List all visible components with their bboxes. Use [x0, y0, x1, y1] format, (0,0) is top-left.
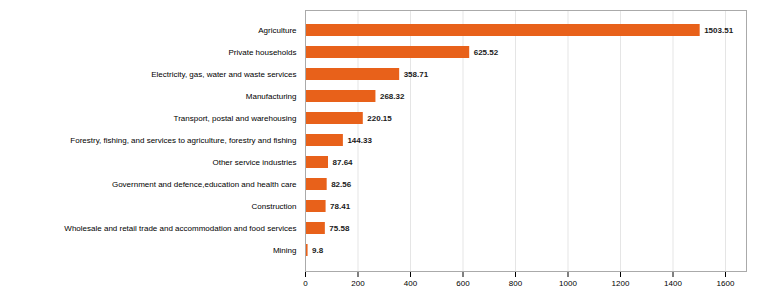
svg-text:144.33: 144.33 — [347, 136, 372, 145]
svg-text:200: 200 — [351, 279, 365, 288]
svg-text:Forestry, fishing, and service: Forestry, fishing, and services to agric… — [70, 136, 296, 145]
svg-text:78.41: 78.41 — [330, 202, 351, 211]
svg-text:1503.51: 1503.51 — [704, 26, 733, 35]
svg-text:625.52: 625.52 — [474, 48, 499, 57]
svg-text:Agriculture: Agriculture — [258, 26, 297, 35]
svg-text:82.56: 82.56 — [331, 180, 352, 189]
svg-text:0: 0 — [303, 279, 308, 288]
svg-text:1600: 1600 — [717, 279, 735, 288]
svg-text:800: 800 — [509, 279, 523, 288]
svg-text:Electricity, gas, water and wa: Electricity, gas, water and waste servic… — [151, 70, 296, 79]
svg-text:1000: 1000 — [559, 279, 577, 288]
svg-text:Government and defence,educati: Government and defence,education and hea… — [112, 180, 297, 189]
svg-text:Mining: Mining — [273, 246, 297, 255]
svg-text:400: 400 — [404, 279, 418, 288]
svg-text:268.32: 268.32 — [380, 92, 405, 101]
svg-text:Transport, postal and warehous: Transport, postal and warehousing — [174, 114, 297, 123]
svg-text:600: 600 — [456, 279, 470, 288]
svg-text:9.8: 9.8 — [312, 246, 324, 255]
svg-text:Other service industries: Other service industries — [212, 158, 296, 167]
svg-text:1400: 1400 — [664, 279, 682, 288]
svg-text:220.15: 220.15 — [367, 114, 392, 123]
svg-text:Construction: Construction — [252, 202, 297, 211]
svg-text:75.58: 75.58 — [329, 224, 350, 233]
svg-text:Private households: Private households — [228, 48, 296, 57]
svg-text:358.71: 358.71 — [404, 70, 429, 79]
svg-text:1200: 1200 — [612, 279, 630, 288]
svg-text:87.64: 87.64 — [333, 158, 354, 167]
svg-text:Manufacturing: Manufacturing — [246, 92, 297, 101]
svg-text:Wholesale and retail trade and: Wholesale and retail trade and accommoda… — [64, 224, 296, 233]
